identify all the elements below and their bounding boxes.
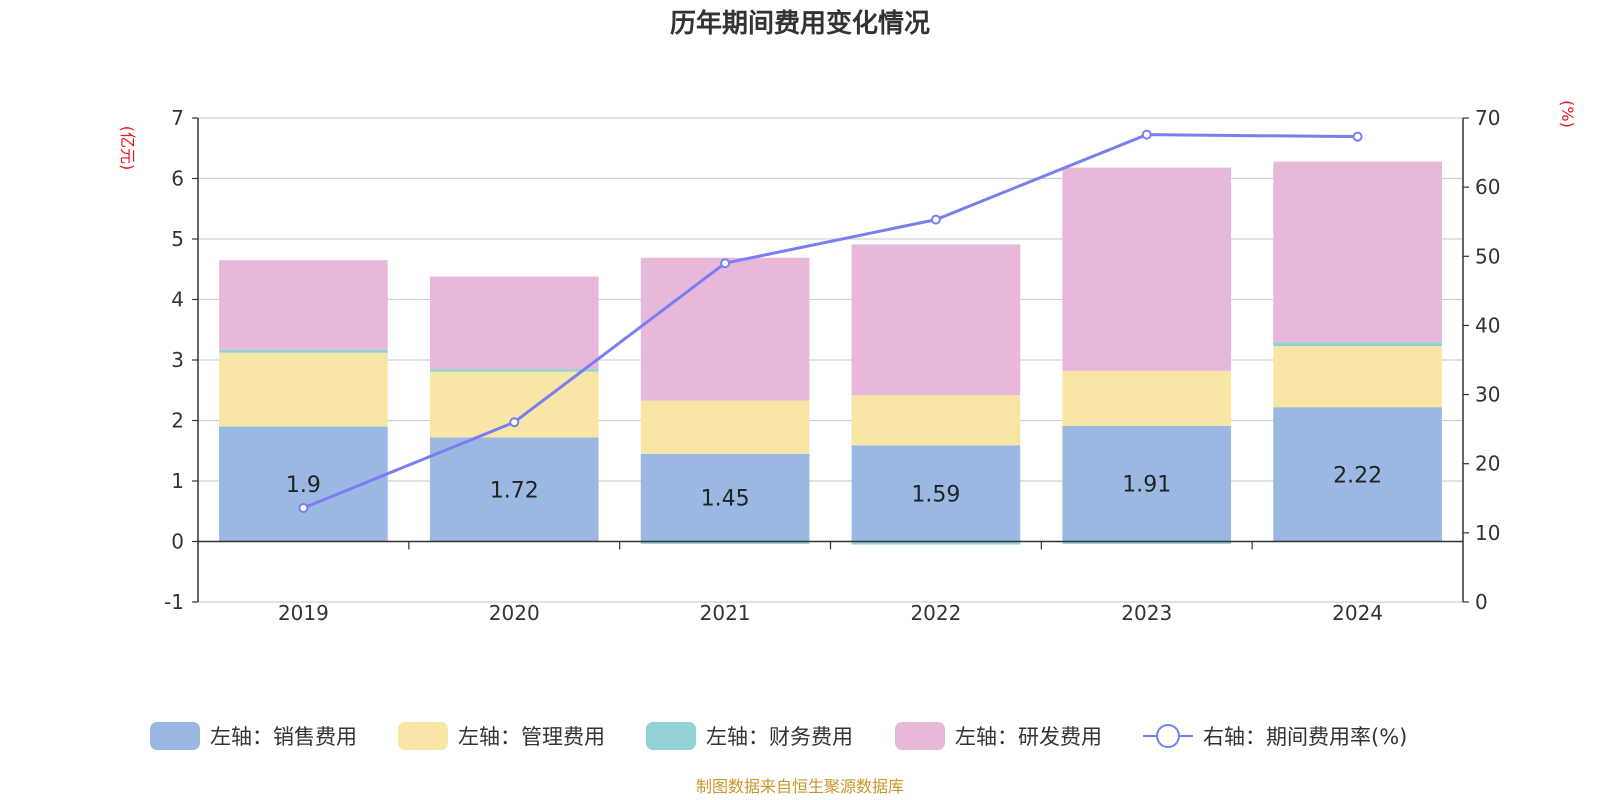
bar-finance-2021 (640, 541, 810, 544)
x-axis-tick-label: 2021 (700, 601, 751, 625)
rate-line (302, 133, 1358, 510)
left-axis-tick-label: 0 (171, 530, 184, 554)
rate-point (720, 258, 731, 269)
rate-point (1141, 129, 1152, 140)
bar-sales-2020 (429, 437, 599, 542)
line-series-group (298, 129, 1363, 513)
bars-group (219, 161, 1442, 545)
legend-swatch (150, 722, 200, 750)
rate-point (298, 502, 309, 513)
legend-label: 左轴：销售费用 (210, 725, 357, 749)
bar-rnd-2020 (429, 276, 599, 370)
left-axis-tick-label: 5 (171, 227, 184, 251)
bar-finance-2024 (1273, 342, 1442, 347)
x-axis-tick-label: 2024 (1332, 601, 1383, 625)
left-axis-tick-label: -1 (164, 590, 184, 614)
bar-value-label: 1.72 (490, 478, 539, 503)
legend-item: 左轴：管理费用 (398, 722, 605, 750)
legend: 左轴：销售费用 左轴：管理费用 左轴：财务费用 左轴：研发费用 右轴：期间费用率(%) (150, 722, 1407, 750)
bar-finance-2022 (851, 541, 1021, 545)
bar-rnd-2022 (851, 244, 1021, 396)
bar-finance-2019 (219, 349, 388, 353)
rate-point (930, 214, 941, 225)
right-axis-tick-label: 70 (1475, 106, 1500, 130)
bar-sales-2022 (851, 445, 1021, 542)
bar-value-label: 1.59 (911, 482, 960, 507)
right-axis-tick-label: 50 (1475, 244, 1500, 268)
rate-point (509, 417, 520, 428)
bar-rnd-2021 (640, 257, 810, 401)
left-axis-tick-label: 7 (171, 106, 184, 130)
rate-point (1352, 131, 1363, 142)
bar-rnd-2023 (1062, 167, 1232, 371)
left-axis-tick-label: 6 (171, 167, 184, 191)
bar-value-label: 2.22 (1333, 463, 1382, 488)
legend-label: 左轴：财务费用 (706, 725, 853, 749)
left-axis-unit: (亿元) (118, 126, 137, 171)
bar-finance-2020 (429, 369, 599, 372)
data-labels-group: 1.9 1.72 1.45 1.59 1.91 2.22 (286, 463, 1382, 511)
legend-swatch (895, 722, 945, 750)
bar-admin-2019 (219, 352, 388, 427)
right-axis-tick-label: 40 (1475, 313, 1500, 337)
bar-admin-2021 (640, 400, 810, 454)
legend-item: 左轴：研发费用 (895, 722, 1102, 750)
legend-swatch (646, 722, 696, 750)
left-axis-tick-label: 1 (171, 469, 184, 493)
right-axis-tick-label: 20 (1475, 452, 1500, 476)
chart-title: 历年期间费用变化情况 (670, 8, 930, 39)
bar-sales-2024 (1273, 407, 1442, 542)
bar-value-label: 1.9 (286, 473, 321, 498)
bar-admin-2022 (851, 395, 1021, 446)
bar-sales-2023 (1062, 425, 1232, 542)
bar-rnd-2019 (219, 260, 388, 350)
right-axis-tick-label: 30 (1475, 383, 1500, 407)
x-axis-tick-label: 2022 (910, 601, 961, 625)
legend-item: 右轴：期间费用率(%) (1143, 724, 1407, 749)
bar-sales-2021 (640, 453, 810, 542)
left-axis-tick-label: 3 (171, 348, 184, 372)
bar-value-label: 1.45 (701, 487, 750, 512)
bar-admin-2020 (429, 369, 599, 438)
left-axis-tick-label: 4 (171, 288, 184, 312)
bar-rnd-2024 (1273, 161, 1442, 343)
right-axis-tick-label: 60 (1475, 175, 1500, 199)
x-axis-tick-label: 2023 (1121, 601, 1172, 625)
legend-marker (1156, 724, 1180, 748)
x-axis-tick-label: 2019 (278, 601, 329, 625)
x-axis-tick-label: 2020 (489, 601, 540, 625)
legend-label: 左轴：管理费用 (458, 725, 605, 749)
right-axis-tick-label: 10 (1475, 521, 1500, 545)
right-axis-tick-label: 0 (1475, 590, 1488, 614)
right-axis-unit: (%) (1558, 100, 1577, 128)
legend-item: 左轴：销售费用 (150, 722, 357, 750)
bar-admin-2024 (1273, 346, 1442, 408)
legend-swatch (398, 722, 448, 750)
legend-label: 右轴：期间费用率(%) (1203, 725, 1407, 749)
legend-label: 左轴：研发费用 (955, 725, 1102, 749)
bar-admin-2023 (1062, 370, 1232, 426)
bar-finance-2023 (1062, 541, 1232, 544)
legend-item: 左轴：财务费用 (646, 722, 853, 750)
left-axis-tick-label: 2 (171, 409, 184, 433)
source-note: 制图数据来自恒生聚源数据库 (696, 777, 904, 796)
bar-value-label: 1.91 (1122, 473, 1171, 498)
